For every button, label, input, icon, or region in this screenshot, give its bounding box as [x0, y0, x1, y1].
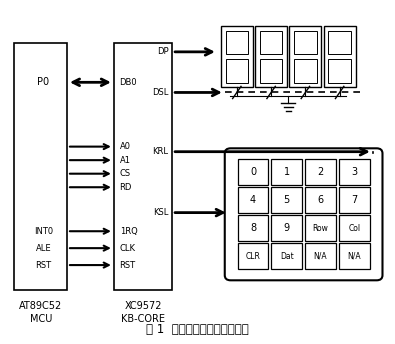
- Bar: [294, 60, 316, 83]
- Text: 8: 8: [250, 223, 256, 233]
- Bar: [329, 60, 351, 83]
- Text: MCU: MCU: [30, 314, 52, 324]
- Bar: [271, 215, 302, 241]
- Text: CS: CS: [120, 169, 131, 178]
- Text: DP: DP: [157, 47, 168, 56]
- Text: Row: Row: [312, 224, 329, 233]
- Bar: [305, 215, 336, 241]
- Bar: [329, 31, 351, 54]
- Text: CLR: CLR: [246, 252, 260, 261]
- Bar: [238, 215, 268, 241]
- Text: AT89C52: AT89C52: [19, 301, 62, 311]
- Text: 5: 5: [284, 195, 290, 205]
- Text: INT0: INT0: [34, 227, 53, 236]
- Bar: [271, 160, 302, 185]
- Text: 9: 9: [284, 223, 290, 233]
- Text: Col: Col: [348, 224, 360, 233]
- Text: 0: 0: [250, 167, 256, 177]
- Text: 4: 4: [250, 195, 256, 205]
- Text: ALE: ALE: [36, 244, 51, 252]
- Text: DSL: DSL: [152, 88, 168, 97]
- FancyBboxPatch shape: [225, 148, 382, 280]
- Text: 1: 1: [284, 167, 290, 177]
- Text: A1: A1: [120, 155, 131, 165]
- Text: KSL: KSL: [153, 208, 168, 217]
- Bar: [305, 187, 336, 213]
- Bar: [294, 31, 316, 54]
- Bar: [238, 244, 268, 269]
- Bar: [114, 43, 172, 290]
- Bar: [324, 26, 356, 87]
- Bar: [339, 187, 370, 213]
- Text: 3: 3: [351, 167, 357, 177]
- Bar: [271, 187, 302, 213]
- Text: N/A: N/A: [314, 252, 327, 261]
- Bar: [260, 31, 282, 54]
- Text: 6: 6: [318, 195, 324, 205]
- Text: XC9572: XC9572: [124, 301, 162, 311]
- Text: RST: RST: [120, 260, 136, 270]
- Text: 2: 2: [318, 167, 324, 177]
- Bar: [260, 60, 282, 83]
- Text: 图 1  键盘子系统构成原理框图: 图 1 键盘子系统构成原理框图: [146, 323, 249, 336]
- Bar: [238, 187, 268, 213]
- Bar: [226, 31, 248, 54]
- Text: RST: RST: [35, 260, 51, 270]
- Bar: [305, 160, 336, 185]
- Bar: [15, 43, 67, 290]
- Text: 1RQ: 1RQ: [120, 227, 137, 236]
- Bar: [221, 26, 253, 87]
- Bar: [226, 60, 248, 83]
- Text: DB0: DB0: [120, 78, 137, 87]
- Text: KRL: KRL: [152, 147, 168, 156]
- Bar: [271, 244, 302, 269]
- Text: P0: P0: [37, 77, 49, 87]
- Bar: [290, 26, 322, 87]
- Text: CLK: CLK: [120, 244, 135, 252]
- Bar: [305, 244, 336, 269]
- Bar: [255, 26, 287, 87]
- Bar: [339, 244, 370, 269]
- Text: A0: A0: [120, 142, 131, 151]
- Text: N/A: N/A: [348, 252, 361, 261]
- Bar: [339, 215, 370, 241]
- Text: RD: RD: [120, 183, 132, 192]
- Bar: [238, 160, 268, 185]
- Text: Dat: Dat: [280, 252, 293, 261]
- Bar: [339, 160, 370, 185]
- Text: KB-CORE: KB-CORE: [121, 314, 165, 324]
- Text: 7: 7: [351, 195, 357, 205]
